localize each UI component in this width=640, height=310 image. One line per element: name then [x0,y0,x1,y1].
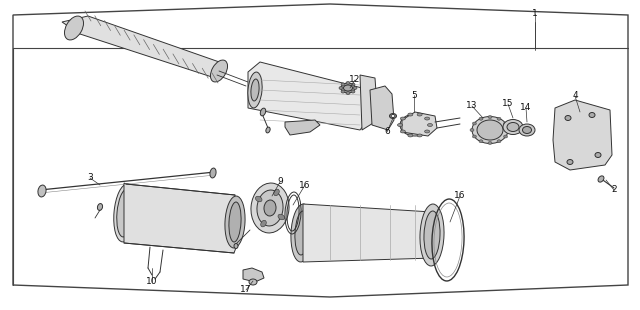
Text: 4: 4 [572,91,578,100]
Text: 16: 16 [300,180,311,189]
Ellipse shape [424,117,429,120]
Ellipse shape [507,122,519,131]
Text: 5: 5 [411,91,417,100]
Ellipse shape [598,176,604,182]
Polygon shape [553,100,612,170]
Polygon shape [303,204,434,262]
Ellipse shape [390,113,397,118]
Polygon shape [124,183,237,253]
Ellipse shape [351,83,355,86]
Ellipse shape [260,220,266,227]
Ellipse shape [405,117,425,132]
Text: 3: 3 [87,174,93,183]
Ellipse shape [344,85,353,91]
Ellipse shape [400,114,430,136]
Text: 10: 10 [147,277,157,286]
Ellipse shape [424,211,440,259]
Text: 6: 6 [384,127,390,136]
Ellipse shape [341,83,355,93]
Ellipse shape [497,117,501,120]
Ellipse shape [346,82,350,85]
Ellipse shape [353,86,357,90]
Ellipse shape [251,79,259,101]
Ellipse shape [341,83,345,86]
Text: 14: 14 [520,104,532,113]
Ellipse shape [424,130,429,133]
Ellipse shape [417,134,422,137]
Ellipse shape [477,120,503,140]
Ellipse shape [38,185,46,197]
Ellipse shape [114,184,136,242]
Ellipse shape [472,135,476,138]
Ellipse shape [479,117,483,120]
Text: 12: 12 [349,76,361,85]
Ellipse shape [472,122,476,125]
Polygon shape [248,62,372,130]
Text: 1: 1 [532,10,538,19]
Text: 17: 17 [240,286,252,294]
Ellipse shape [225,196,245,248]
Ellipse shape [295,211,309,255]
Polygon shape [370,86,394,130]
Ellipse shape [248,72,262,108]
Ellipse shape [116,189,133,237]
Ellipse shape [266,127,270,133]
Polygon shape [285,120,320,135]
Ellipse shape [257,190,283,226]
Ellipse shape [589,113,595,117]
Ellipse shape [346,91,350,95]
Ellipse shape [488,141,492,144]
Ellipse shape [397,123,403,126]
Ellipse shape [351,90,355,93]
Ellipse shape [428,123,433,126]
Ellipse shape [472,117,508,144]
Ellipse shape [249,279,257,285]
Ellipse shape [595,153,601,157]
Ellipse shape [408,134,413,137]
Ellipse shape [522,126,531,134]
Text: 16: 16 [454,192,466,201]
Ellipse shape [565,116,571,121]
Ellipse shape [503,119,523,135]
Ellipse shape [470,129,474,131]
Polygon shape [62,16,225,78]
Ellipse shape [264,200,276,216]
Polygon shape [402,112,437,136]
Ellipse shape [278,214,285,220]
Ellipse shape [260,108,266,116]
Text: 2: 2 [611,185,617,194]
Ellipse shape [504,135,508,138]
Ellipse shape [488,116,492,118]
Text: 9: 9 [277,178,283,187]
Ellipse shape [504,122,508,125]
Ellipse shape [497,140,501,143]
Polygon shape [360,75,378,130]
Ellipse shape [408,113,413,116]
Ellipse shape [401,117,405,120]
Ellipse shape [567,160,573,165]
Ellipse shape [506,129,510,131]
Ellipse shape [97,204,102,210]
Ellipse shape [341,90,345,93]
Ellipse shape [65,16,83,40]
Polygon shape [243,268,264,282]
Ellipse shape [234,243,238,249]
Ellipse shape [291,204,313,262]
Ellipse shape [401,130,405,133]
Ellipse shape [210,168,216,178]
Ellipse shape [274,189,279,196]
Ellipse shape [420,204,444,266]
Ellipse shape [479,140,483,143]
Ellipse shape [339,86,343,90]
Ellipse shape [229,202,241,242]
Ellipse shape [391,114,395,117]
Text: 13: 13 [467,101,477,110]
Ellipse shape [255,196,262,202]
Ellipse shape [519,124,535,136]
Text: 15: 15 [502,100,514,108]
Ellipse shape [417,113,422,116]
Ellipse shape [211,60,228,82]
Ellipse shape [251,183,289,233]
